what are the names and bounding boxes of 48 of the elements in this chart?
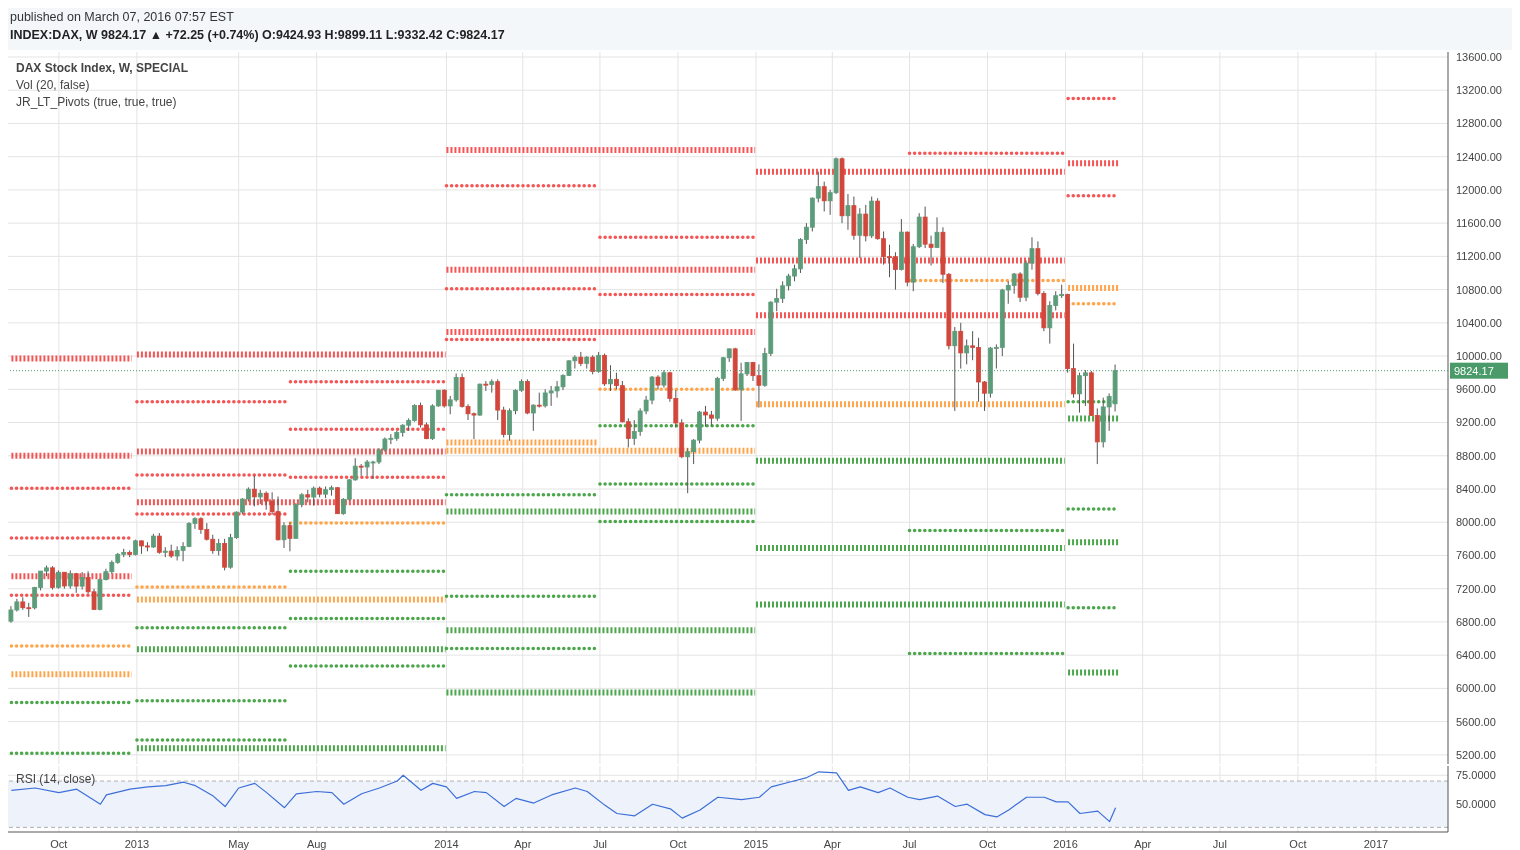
text: DAX Stock Index, W, SPECIAL — [16, 60, 189, 77]
y-tick-label: 7600.00 — [1456, 549, 1496, 562]
x-tick-label: Oct — [978, 837, 997, 850]
y-tick-label: 11600.00 — [1456, 217, 1502, 230]
chart-subtitle: INDEX:DAX, W 9824.17 ▲ +72.25 (+0.74%) O:9424.93 H:9899.11 L:9332.42 C:9824.17 — [10, 28, 505, 42]
x-tick-label: 2015 — [743, 837, 769, 850]
ref-line-label: 9824.17 — [1454, 364, 1494, 377]
x-tick-label: 2013 — [124, 837, 150, 850]
y-tick-label: 75.0000 — [1456, 769, 1496, 782]
x-tick-label: Jul — [902, 837, 917, 850]
x-tick-label: Apr — [823, 837, 842, 850]
y-tick-label: 7200.00 — [1456, 582, 1496, 595]
x-tick-label: Apr — [514, 837, 532, 850]
x-tick-label: Oct — [50, 837, 68, 850]
annotation: Vol (20, false) — [16, 77, 91, 94]
y-tick-label: 10800.00 — [1456, 283, 1502, 296]
y-tick-label: 9600.00 — [1456, 383, 1496, 396]
y-tick-label: 6800.00 — [1456, 615, 1496, 628]
text: published on March 07, 2016 07:57 EST — [10, 10, 234, 24]
y-tick-label: 6400.00 — [1456, 649, 1496, 662]
y-tick-label: 13200.00 — [1456, 84, 1502, 97]
y-tick-label: 8800.00 — [1456, 449, 1496, 462]
y-tick-label: 12000.00 — [1456, 183, 1502, 196]
x-tick-label: Jul — [1212, 837, 1227, 850]
y-tick-label: 9200.00 — [1456, 416, 1496, 429]
y-tick-label: 5200.00 — [1456, 748, 1496, 761]
y-tick-label: 13600.00 — [1456, 50, 1502, 63]
x-tick-label: Oct — [1289, 837, 1307, 850]
x-tick-label: 2014 — [434, 837, 459, 850]
y-tick-label: 8400.00 — [1456, 482, 1496, 495]
x-tick-label: Apr — [1134, 837, 1152, 850]
y-tick-label: 12400.00 — [1456, 150, 1502, 163]
x-tick-label: Aug — [306, 837, 327, 850]
x-tick-label: Oct — [669, 837, 687, 850]
y-tick-label: 11200.00 — [1456, 250, 1502, 263]
y-tick-label: 6000.00 — [1456, 682, 1496, 695]
x-tick-label: 2016 — [1053, 837, 1078, 850]
x-tick-label: May — [228, 837, 250, 850]
text: RSI (14, close) — [16, 772, 96, 786]
y-tick-label: 12800.00 — [1456, 117, 1502, 130]
x-tick-label: 2017 — [1363, 837, 1389, 850]
y-tick-label: 10400.00 — [1456, 316, 1502, 329]
y-tick-label: 10000.00 — [1456, 349, 1502, 362]
annotation: JR_LT_Pivots (true, true, true) — [16, 94, 178, 111]
y-tick-label: 8000.00 — [1456, 516, 1496, 529]
y-tick-label: 5600.00 — [1456, 715, 1496, 728]
x-tick-label: Jul — [592, 837, 607, 850]
y-tick-label: 50.0000 — [1456, 798, 1496, 811]
